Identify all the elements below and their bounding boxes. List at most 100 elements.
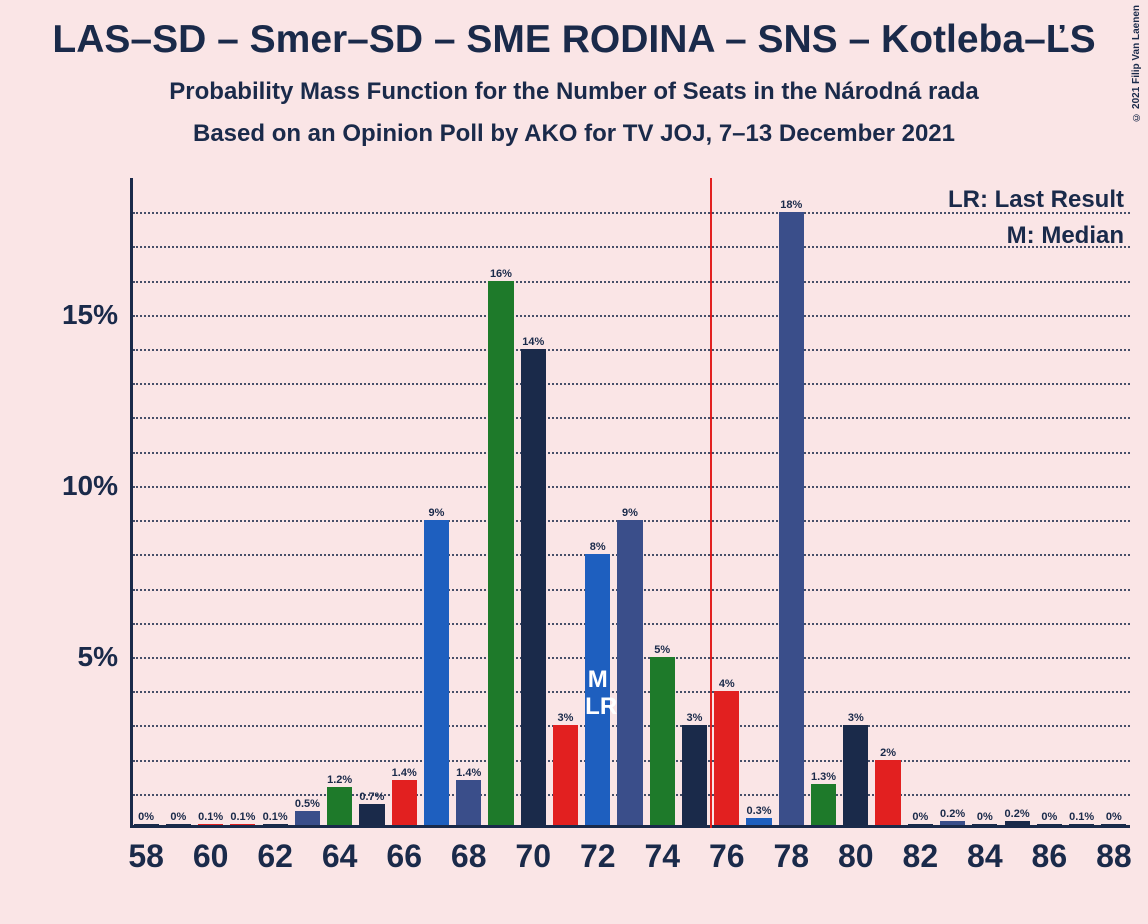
x-tick-label: 84 xyxy=(967,828,1003,875)
bar-value-label: 1.2% xyxy=(327,774,352,787)
bar-value-label: 3% xyxy=(558,712,574,725)
bar-value-label: 0.1% xyxy=(1069,811,1094,824)
x-tick-label: 70 xyxy=(515,828,551,875)
bar: 14% xyxy=(521,349,546,825)
bar-value-label: 0% xyxy=(170,811,186,824)
minor-gridline xyxy=(133,383,1130,385)
bar: 0.2% xyxy=(1005,821,1030,825)
x-tick-label: 78 xyxy=(773,828,809,875)
bar-value-label: 9% xyxy=(622,507,638,520)
y-tick-label: 10% xyxy=(62,470,130,502)
bar: 0% xyxy=(1101,824,1126,825)
bar: 9% xyxy=(424,520,449,825)
x-tick-label: 62 xyxy=(257,828,293,875)
bar: 1.4% xyxy=(456,780,481,825)
x-tick-label: 72 xyxy=(580,828,616,875)
copyright-text: © 2021 Filip Van Laenen xyxy=(1131,5,1142,123)
chart-title: LAS–SD – Smer–SD – SME RODINA – SNS – Ko… xyxy=(52,18,1095,62)
bar-value-label: 3% xyxy=(687,712,703,725)
minor-gridline xyxy=(133,349,1130,351)
bar-value-label: 0.1% xyxy=(263,811,288,824)
bar: 2% xyxy=(875,760,900,825)
bar: 0.5% xyxy=(295,811,320,825)
bar-value-label: 1.4% xyxy=(456,767,481,780)
bar-value-label: 0.1% xyxy=(230,811,255,824)
x-tick-label: 74 xyxy=(644,828,680,875)
legend-median: M: Median xyxy=(1007,222,1124,250)
chart-subtitle-2: Based on an Opinion Poll by AKO for TV J… xyxy=(193,120,955,148)
chart-container: LAS–SD – Smer–SD – SME RODINA – SNS – Ko… xyxy=(0,0,1148,924)
minor-gridline xyxy=(133,246,1130,248)
x-tick-label: 58 xyxy=(128,828,164,875)
minor-gridline xyxy=(133,452,1130,454)
y-axis xyxy=(130,178,133,828)
bar: 1.3% xyxy=(811,784,836,825)
major-gridline xyxy=(133,486,1130,488)
y-tick-label: 15% xyxy=(62,299,130,331)
x-tick-label: 60 xyxy=(193,828,229,875)
bar: 4% xyxy=(714,691,739,825)
bar-value-label: 3% xyxy=(848,712,864,725)
bar: 0.1% xyxy=(198,824,223,825)
last-result-marker: LR xyxy=(585,693,610,721)
plot-area: 5%10%15%0%0%0.1%0.1%0.1%0.5%1.2%0.7%1.4%… xyxy=(130,178,1130,828)
bar: 3% xyxy=(553,725,578,825)
bar: 1.2% xyxy=(327,787,352,825)
x-tick-label: 64 xyxy=(322,828,358,875)
median-last-result-marker: MLR xyxy=(585,666,610,721)
bar-value-label: 8% xyxy=(590,541,606,554)
bar-value-label: 0% xyxy=(912,811,928,824)
bar-value-label: 16% xyxy=(490,268,512,281)
bar: 16% xyxy=(488,281,513,825)
bar: 3% xyxy=(682,725,707,825)
x-tick-label: 80 xyxy=(838,828,874,875)
chart-subtitle-1: Probability Mass Function for the Number… xyxy=(169,78,978,106)
bar: 0% xyxy=(166,824,191,825)
bar: 0.3% xyxy=(746,818,771,825)
bar: 0.2% xyxy=(940,821,965,825)
bar-value-label: 0% xyxy=(1106,811,1122,824)
x-tick-label: 88 xyxy=(1096,828,1132,875)
bar-value-label: 0% xyxy=(1041,811,1057,824)
bar: 18% xyxy=(779,212,804,825)
bar-value-label: 14% xyxy=(522,336,544,349)
bar-value-label: 1.4% xyxy=(392,767,417,780)
median-marker: M xyxy=(585,666,610,694)
minor-gridline xyxy=(133,417,1130,419)
bar: 0.7% xyxy=(359,804,384,825)
bar-value-label: 0.7% xyxy=(359,791,384,804)
x-tick-label: 86 xyxy=(1032,828,1068,875)
bar: 0.1% xyxy=(230,824,255,825)
y-tick-label: 5% xyxy=(78,641,130,673)
bar-value-label: 2% xyxy=(880,747,896,760)
bar-value-label: 0.5% xyxy=(295,798,320,811)
bar-value-label: 1.3% xyxy=(811,771,836,784)
bar-value-label: 4% xyxy=(719,678,735,691)
bar-value-label: 0% xyxy=(977,811,993,824)
x-tick-label: 82 xyxy=(903,828,939,875)
bar: 0% xyxy=(972,824,997,825)
bar-value-label: 0.2% xyxy=(1005,808,1030,821)
bar-value-label: 0.2% xyxy=(940,808,965,821)
bar: 3% xyxy=(843,725,868,825)
x-tick-label: 66 xyxy=(386,828,422,875)
bar: 0% xyxy=(908,824,933,825)
bar: 5% xyxy=(650,657,675,825)
minor-gridline xyxy=(133,281,1130,283)
bar: 0.1% xyxy=(263,824,288,825)
bar: 0% xyxy=(134,824,159,825)
bar: 9% xyxy=(617,520,642,825)
bar-value-label: 18% xyxy=(780,199,802,212)
bar-value-label: 5% xyxy=(654,644,670,657)
bar-value-label: 9% xyxy=(428,507,444,520)
bar: 0.1% xyxy=(1069,824,1094,825)
bar: 1.4% xyxy=(392,780,417,825)
major-gridline xyxy=(133,315,1130,317)
majority-threshold-line xyxy=(710,178,712,828)
bar: 0% xyxy=(1037,824,1062,825)
bar-value-label: 0.1% xyxy=(198,811,223,824)
legend-last-result: LR: Last Result xyxy=(948,186,1124,214)
x-tick-label: 76 xyxy=(709,828,745,875)
bar-value-label: 0.3% xyxy=(746,805,771,818)
x-tick-label: 68 xyxy=(451,828,487,875)
